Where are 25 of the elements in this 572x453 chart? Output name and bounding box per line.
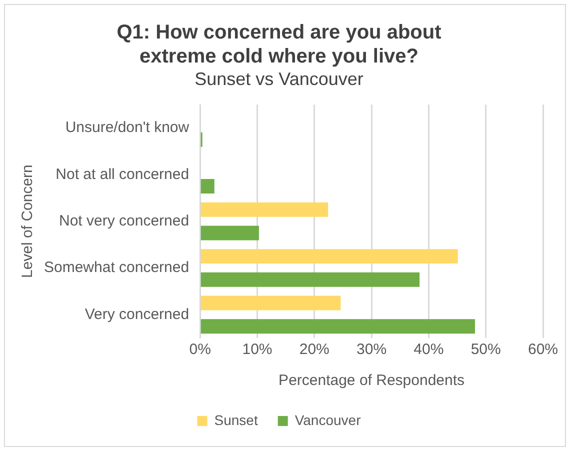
y-tick-label: Somewhat concerned bbox=[44, 259, 190, 276]
y-axis-title: Level of Concern bbox=[19, 164, 36, 278]
bar bbox=[200, 272, 420, 287]
y-tick-label: Unsure/don't know bbox=[65, 119, 190, 136]
x-tick-label: 40% bbox=[414, 341, 444, 358]
x-tick-label: 0% bbox=[189, 341, 211, 358]
bar bbox=[200, 249, 458, 264]
x-tick-label: 50% bbox=[470, 341, 501, 358]
x-tick-label: 10% bbox=[242, 341, 272, 358]
y-tick-label: Not very concerned bbox=[59, 212, 190, 230]
legend-label: Vancouver bbox=[294, 412, 362, 428]
y-tick-label: Not at all concerned bbox=[56, 166, 190, 183]
x-axis-title: Percentage of Respondents bbox=[278, 372, 465, 390]
bar bbox=[200, 226, 259, 240]
chart-title: Q1: How concerned are you about extreme cold where you live? bbox=[116, 22, 442, 68]
legend-label: Sunset bbox=[214, 412, 258, 428]
bar bbox=[200, 202, 328, 217]
bar bbox=[200, 179, 214, 194]
x-tick-label: 30% bbox=[356, 341, 387, 358]
x-tick-label: 60% bbox=[528, 341, 558, 358]
bar bbox=[200, 296, 341, 310]
chart-subtitle: Sunset vs Vancouver bbox=[194, 68, 364, 89]
x-tick-label: 20% bbox=[299, 341, 330, 358]
y-tick-label: Very concerned bbox=[84, 306, 190, 323]
bar bbox=[200, 319, 475, 334]
